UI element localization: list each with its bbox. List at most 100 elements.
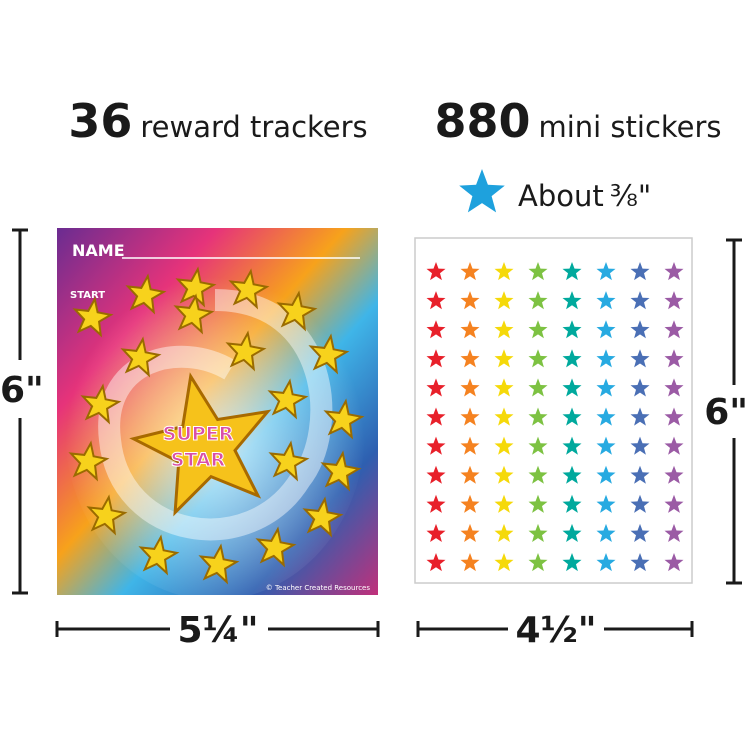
mini-sticker <box>630 407 650 426</box>
mini-sticker <box>528 407 548 426</box>
super-star-text: STAR <box>171 449 226 471</box>
mini-sticker <box>562 320 582 339</box>
tracker-star <box>80 383 122 425</box>
mini-sticker <box>630 349 650 368</box>
mini-sticker <box>460 291 480 310</box>
tracker-count: 36 <box>68 94 132 148</box>
mini-sticker <box>528 436 548 455</box>
tracker-star <box>198 543 240 585</box>
mini-sticker <box>664 553 684 572</box>
mini-sticker <box>494 320 514 339</box>
tracker-star <box>255 526 297 568</box>
tracker-star <box>125 273 167 315</box>
tracker-label: reward trackers <box>140 110 367 144</box>
mini-sticker <box>630 436 650 455</box>
tracker-star <box>308 333 350 375</box>
swirl <box>98 289 333 541</box>
mini-sticker <box>426 320 446 339</box>
super-star <box>129 372 272 517</box>
mini-sticker <box>426 523 446 542</box>
mini-sticker <box>494 436 514 455</box>
sticker-heading: 880 mini stickers <box>434 94 721 148</box>
mini-sticker <box>596 465 616 484</box>
mini-sticker <box>630 494 650 513</box>
mini-sticker <box>596 262 616 281</box>
mini-sticker <box>596 378 616 397</box>
mini-sticker <box>460 320 480 339</box>
mini-sticker <box>664 320 684 339</box>
mini-sticker <box>664 262 684 281</box>
sticker-label: mini stickers <box>538 110 721 144</box>
mini-sticker <box>630 291 650 310</box>
mini-sticker <box>528 553 548 572</box>
mini-sticker <box>460 465 480 484</box>
tracker-star <box>225 330 267 372</box>
dimension-lines <box>12 228 742 637</box>
mini-sticker <box>630 465 650 484</box>
mini-sticker <box>426 262 446 281</box>
right-width: 4½" <box>515 610 596 651</box>
mini-sticker <box>596 553 616 572</box>
copyright: © Teacher Created Resources <box>266 584 371 592</box>
tracker-star <box>302 496 344 538</box>
mini-sticker <box>426 436 446 455</box>
mini-sticker <box>494 523 514 542</box>
mini-sticker <box>528 349 548 368</box>
mini-sticker <box>494 262 514 281</box>
mini-sticker <box>494 494 514 513</box>
mini-sticker <box>460 436 480 455</box>
mini-sticker <box>494 553 514 572</box>
tracker-star <box>175 266 217 308</box>
tracker-star <box>86 494 128 536</box>
mini-sticker <box>562 494 582 513</box>
left-width: 5¼" <box>177 610 258 651</box>
mini-sticker <box>494 378 514 397</box>
mini-sticker <box>460 262 480 281</box>
mini-sticker <box>664 436 684 455</box>
sticker-sheet <box>414 237 693 584</box>
tracker-star <box>323 398 365 440</box>
tracker-star <box>120 336 162 378</box>
mini-sticker <box>460 378 480 397</box>
mini-sticker <box>596 320 616 339</box>
mini-sticker <box>528 262 548 281</box>
mini-sticker <box>494 349 514 368</box>
mini-sticker <box>562 436 582 455</box>
tracker-star <box>138 534 180 576</box>
mini-sticker <box>630 553 650 572</box>
mini-sticker <box>630 320 650 339</box>
mini-sticker <box>562 262 582 281</box>
tracker-star <box>268 440 310 482</box>
mini-sticker <box>528 494 548 513</box>
mini-sticker <box>562 378 582 397</box>
mini-sticker <box>528 291 548 310</box>
mini-sticker <box>494 291 514 310</box>
mini-sticker <box>630 378 650 397</box>
mini-sticker <box>562 291 582 310</box>
mini-sticker <box>528 378 548 397</box>
mini-sticker <box>664 407 684 426</box>
tracker-star <box>276 290 318 332</box>
mini-sticker <box>528 320 548 339</box>
mini-sticker <box>426 291 446 310</box>
mini-sticker <box>630 523 650 542</box>
mini-sticker <box>596 291 616 310</box>
tracker-star <box>267 378 309 420</box>
mini-sticker <box>630 262 650 281</box>
sticker-count: 880 <box>434 94 530 148</box>
mini-sticker <box>494 407 514 426</box>
mini-sticker <box>664 523 684 542</box>
tracker-star <box>173 293 215 335</box>
size-note: About ⅜" <box>459 169 651 213</box>
mini-sticker <box>664 378 684 397</box>
mini-sticker <box>460 407 480 426</box>
about: About <box>518 179 604 213</box>
left-height: 6" <box>0 370 44 411</box>
mini-sticker <box>460 553 480 572</box>
mini-sticker <box>426 465 446 484</box>
mini-sticker <box>562 407 582 426</box>
tracker-star <box>68 440 110 482</box>
tracker-star <box>320 450 362 492</box>
mini-sticker <box>664 291 684 310</box>
